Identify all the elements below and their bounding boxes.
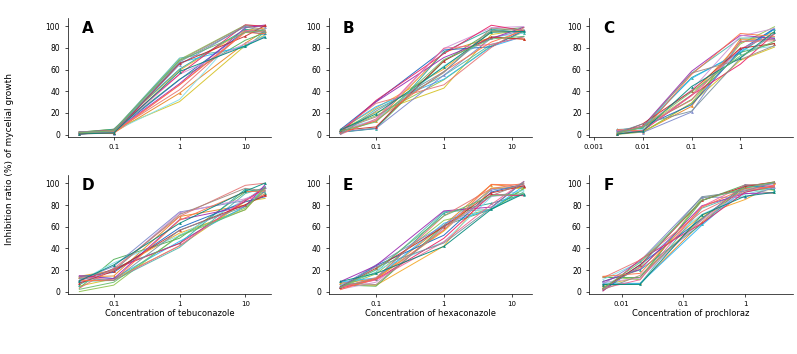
X-axis label: Concentration of hexaconazole: Concentration of hexaconazole bbox=[365, 309, 496, 318]
X-axis label: Concentration of prochloraz: Concentration of prochloraz bbox=[633, 309, 750, 318]
Text: D: D bbox=[82, 178, 95, 193]
Text: Inhibition ratio (%) of mycelial growth: Inhibition ratio (%) of mycelial growth bbox=[5, 73, 14, 245]
Text: F: F bbox=[603, 178, 614, 193]
X-axis label: Concentration of tebuconazole: Concentration of tebuconazole bbox=[104, 309, 234, 318]
Text: C: C bbox=[603, 21, 614, 36]
Text: B: B bbox=[343, 21, 355, 36]
Text: A: A bbox=[82, 21, 94, 36]
Text: E: E bbox=[343, 178, 353, 193]
